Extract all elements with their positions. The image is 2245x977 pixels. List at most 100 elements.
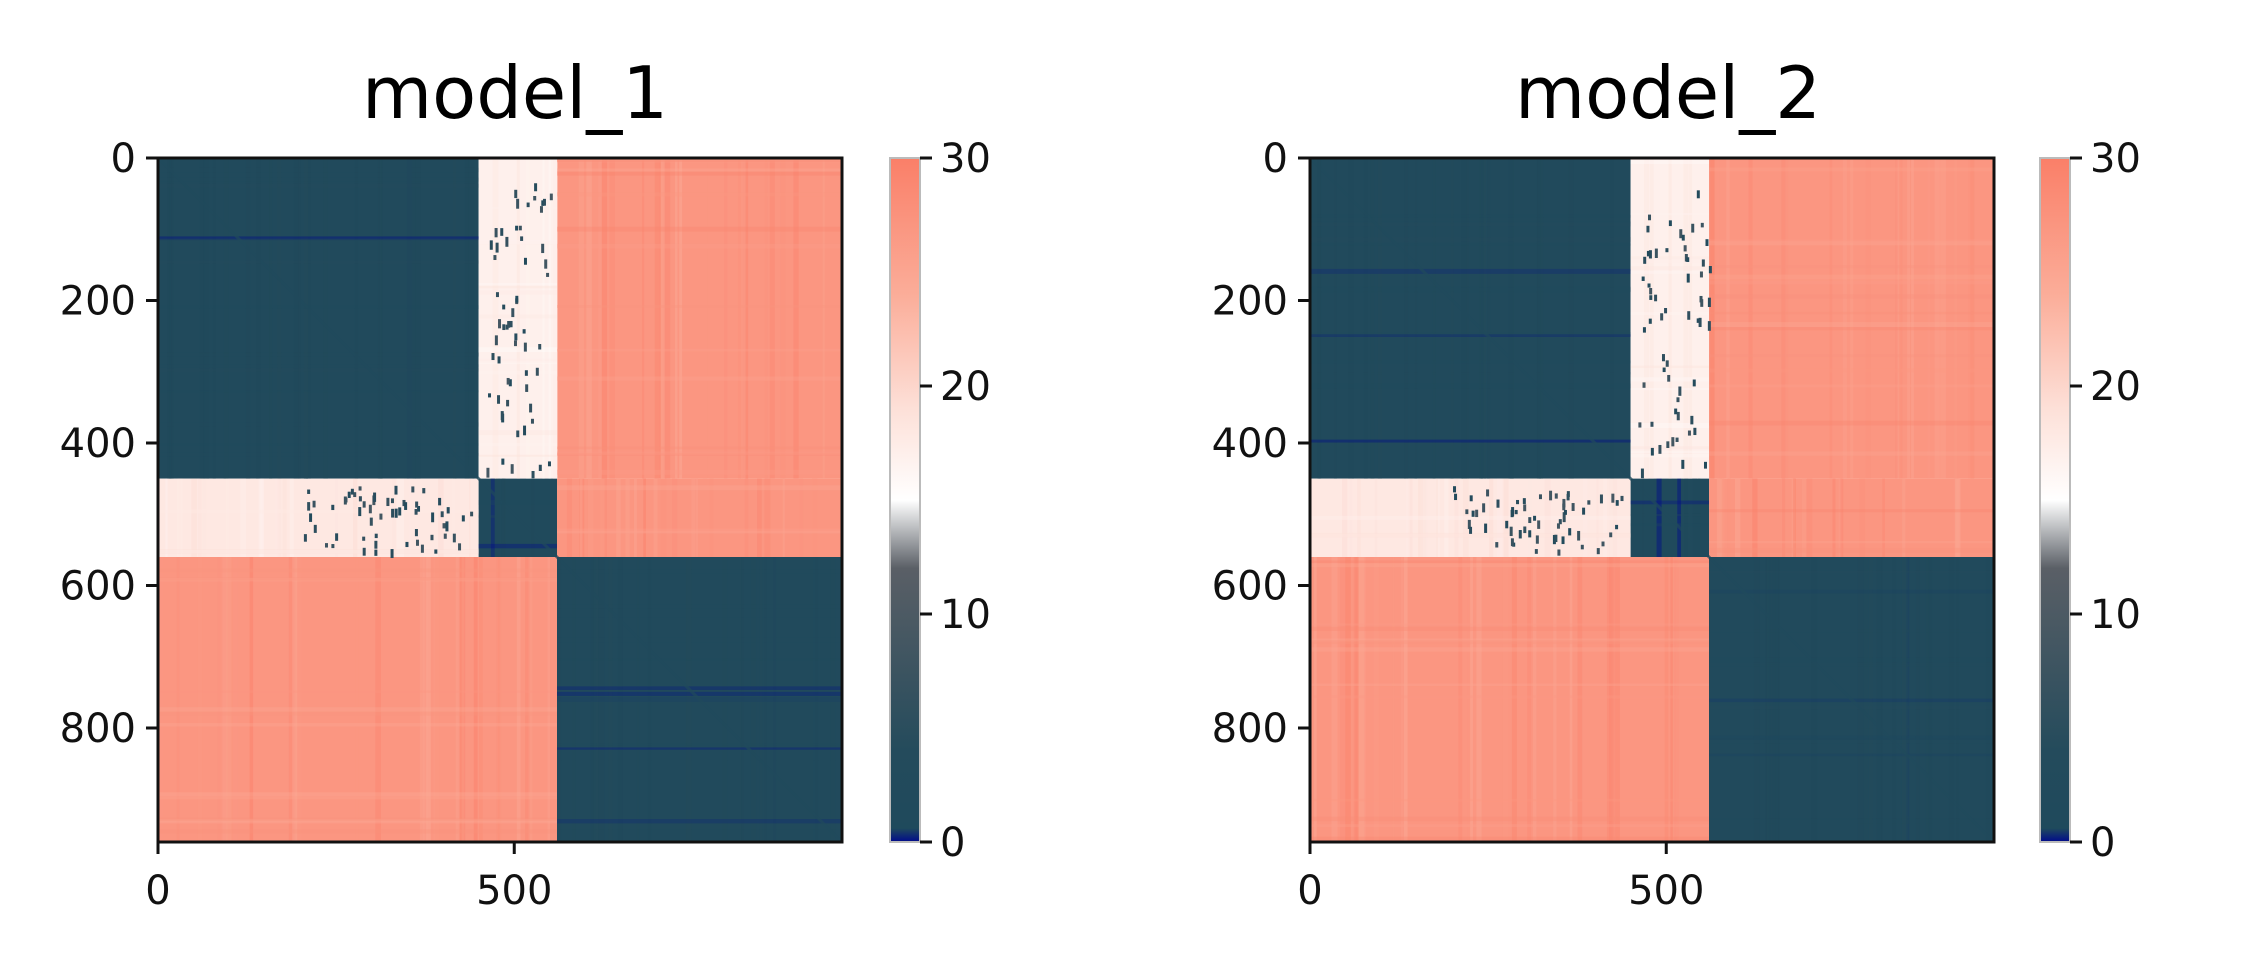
heatmap-speckle <box>502 304 506 310</box>
heatmap-stripe <box>277 478 282 557</box>
heatmap-stripe <box>724 158 728 479</box>
heatmap-speckle <box>307 489 311 494</box>
heatmap-stripe <box>158 707 557 712</box>
heatmap-stripe <box>490 478 495 557</box>
heatmap-speckle <box>505 324 509 330</box>
heatmap-speckle <box>1469 526 1473 534</box>
heatmap-stripe <box>177 478 183 557</box>
heatmap-stripe <box>1709 570 1994 573</box>
heatmap-speckle <box>1615 500 1619 506</box>
heatmap-stripe <box>1793 478 1796 557</box>
heatmap-stripe <box>222 557 228 842</box>
heatmap-stripe <box>435 557 440 842</box>
heatmap-stripe <box>633 478 637 557</box>
heatmap-speckle <box>539 206 543 213</box>
heatmap-speckle <box>1571 503 1575 511</box>
heatmap-speckle <box>1563 509 1567 515</box>
heatmap-speckle <box>1686 273 1690 283</box>
heatmap-speckle <box>374 533 378 539</box>
heatmap-stripe <box>1487 158 1491 479</box>
heatmap-stripe <box>1709 326 1994 331</box>
heatmap-stripe <box>1857 557 1864 842</box>
heatmap-stripe <box>289 478 294 557</box>
heatmap-stripe <box>557 528 842 534</box>
heatmap-stripe <box>1596 478 1599 557</box>
heatmap-stripe <box>478 239 557 245</box>
heatmap-stripe <box>1709 265 1994 269</box>
heatmap-stripe <box>1454 478 1459 557</box>
heatmap-stripe <box>491 478 496 557</box>
heatmap-stripe <box>451 478 456 557</box>
heatmap-stripe <box>1670 557 1673 842</box>
heatmap-stripe <box>557 617 842 622</box>
heatmap-speckle <box>374 540 378 549</box>
heatmap-stripe <box>1925 557 1931 842</box>
heatmap-stripe <box>1630 523 1709 527</box>
heatmap-stripe <box>1489 478 1494 557</box>
heatmap-stripe <box>158 352 479 357</box>
heatmap-speckle <box>524 370 528 376</box>
heatmap-speckle <box>391 508 395 518</box>
heatmap-stripe <box>1462 478 1469 557</box>
heatmap-stripe <box>1842 158 1847 479</box>
heatmap-stripe <box>455 557 459 842</box>
heatmap-stripe <box>1968 158 1974 479</box>
heatmap-stripe <box>814 557 819 842</box>
heatmap-speckle <box>501 458 505 465</box>
heatmap-stripe <box>191 478 197 557</box>
heatmap-speckle <box>353 492 357 498</box>
heatmap-stripe <box>1792 478 1796 557</box>
heatmap-stripe <box>1349 478 1353 557</box>
heatmap-stripe <box>1444 478 1449 557</box>
heatmap-stripe <box>557 743 842 746</box>
heatmap-stripe <box>1709 354 1994 358</box>
heatmap-stripe <box>1782 478 1786 557</box>
heatmap-cells <box>156 156 844 844</box>
heatmap-speckle <box>442 523 446 529</box>
heatmap-speckle <box>1676 411 1680 421</box>
heatmap-stripe <box>1876 557 1882 842</box>
heatmap-speckle <box>362 547 366 556</box>
heatmap-stripe <box>240 478 247 557</box>
heatmap-speckle <box>1582 507 1586 515</box>
heatmap-speckle <box>498 319 502 329</box>
heatmap-speckle <box>523 342 527 352</box>
heatmap-speckle <box>398 507 402 516</box>
heatmap-stripe <box>1775 557 1779 842</box>
heatmap-speckle <box>374 549 378 556</box>
heatmap-stripe <box>158 568 557 573</box>
heatmap-speckle <box>1654 248 1658 258</box>
heatmap-stripe <box>679 158 683 479</box>
heatmap-speckle <box>313 524 317 533</box>
heatmap-stripe <box>473 557 478 842</box>
heatmap-stripe <box>1955 478 1961 557</box>
heatmap-speckle <box>430 534 434 541</box>
heatmap-speckle <box>1698 317 1702 328</box>
heatmap-stripe <box>557 158 842 163</box>
heatmap-stripe <box>1345 557 1351 842</box>
heatmap-stripe <box>178 478 182 557</box>
heatmap-speckle <box>1646 250 1650 257</box>
heatmap-stripe <box>197 478 202 557</box>
heatmap-stripe <box>1940 158 1946 479</box>
heatmap-stripe <box>596 557 601 842</box>
heatmap-stripe <box>1709 167 1994 172</box>
heatmap-stripe <box>741 557 745 842</box>
heatmap-speckle <box>1557 549 1561 556</box>
heatmap-stripe <box>1363 557 1366 842</box>
heatmap-stripe <box>274 478 279 557</box>
heatmap-speckle <box>452 533 456 543</box>
heatmap-speckle <box>1482 503 1486 513</box>
heatmap-speckle <box>1696 318 1700 323</box>
heatmap-stripe <box>1781 158 1786 479</box>
heatmap-speckle <box>1510 538 1514 547</box>
heatmap-stripe <box>1377 158 1382 479</box>
heatmap-speckle <box>307 502 311 511</box>
heatmap-stripe <box>1928 557 1933 842</box>
heatmap-stripe <box>1709 657 1994 663</box>
heatmap-speckle <box>1703 461 1707 469</box>
heatmap-stripe <box>526 158 530 479</box>
heatmap-speckle <box>1681 459 1685 469</box>
heatmap-stripe <box>433 557 440 842</box>
heatmap-stripe <box>426 557 431 842</box>
